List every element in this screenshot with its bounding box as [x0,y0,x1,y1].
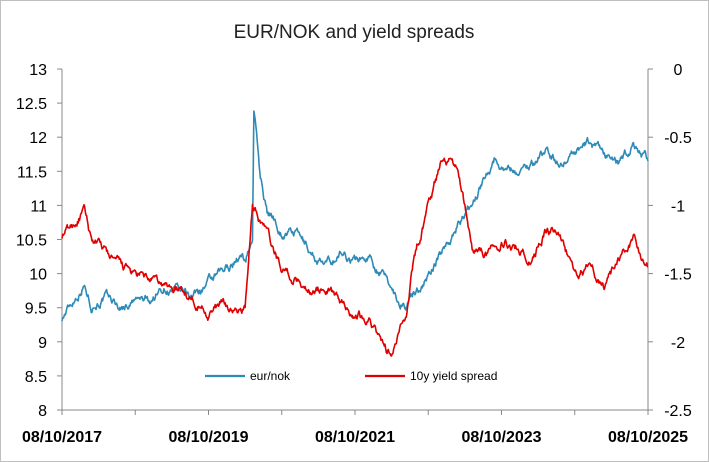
left-tick-label: 11 [30,198,47,215]
right-tick-label: -1 [671,198,685,215]
right-tick-label: -2.5 [664,403,692,420]
left-tick-label: 9.5 [25,301,47,318]
x-tick-label: 08/10/2021 [315,429,395,446]
left-tick-label: 10 [29,267,47,284]
left-tick-label: 11.5 [17,164,47,181]
right-tick-label: -2 [671,335,685,352]
left-tick-label: 8.5 [25,369,47,386]
left-tick-label: 9 [38,335,47,352]
x-tick-label: 08/10/2019 [168,429,248,446]
x-tick-label: 08/10/2017 [22,429,102,446]
right-tick-label: -0.5 [664,130,692,147]
left-tick-label: 10.5 [16,233,47,250]
series-line-10y-yield-spread [61,157,649,357]
series-layer [61,110,649,357]
legend-label: eur/nok [250,369,291,383]
left-tick-label: 12 [29,130,47,147]
legend-label: 10y yield spread [410,369,497,383]
series-line-eur-nok [61,110,649,322]
legend: eur/nok 10y yield spread [205,369,497,383]
x-tick-label: 08/10/2025 [608,429,688,446]
right-tick-label: 0 [674,62,683,79]
axes: 13 12.5 12 11.5 11 10.5 10 9.5 9 8.5 8 0 -0.5 -1 -1.5 -… [16,62,692,446]
left-tick-label: 12.5 [16,96,47,113]
left-tick-label: 13 [29,62,47,79]
x-tick-label: 08/10/2023 [461,429,541,446]
right-tick-label: -1.5 [664,267,692,284]
left-tick-label: 8 [38,403,47,420]
chart-title: EUR/NOK and yield spreads [234,22,475,43]
